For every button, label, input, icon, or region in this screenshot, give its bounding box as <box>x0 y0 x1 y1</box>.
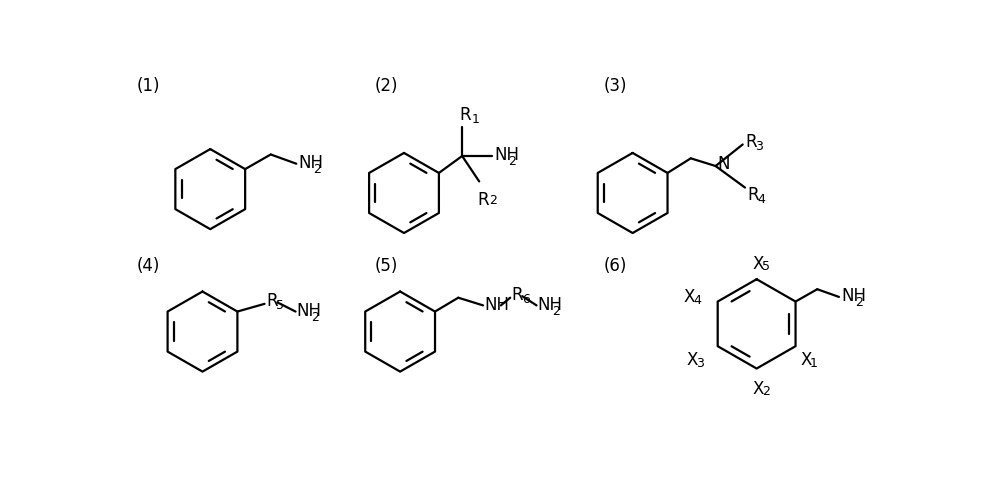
Text: 4: 4 <box>757 193 765 206</box>
Text: R: R <box>266 292 278 310</box>
Text: 5: 5 <box>276 299 284 312</box>
Text: X: X <box>687 351 698 369</box>
Text: 1: 1 <box>810 357 818 370</box>
Text: 2: 2 <box>311 311 319 324</box>
Text: R: R <box>747 186 759 204</box>
Text: R: R <box>477 191 489 210</box>
Text: (1): (1) <box>137 78 160 96</box>
Text: X: X <box>800 351 812 369</box>
Text: NH: NH <box>537 296 562 314</box>
Text: NH: NH <box>485 296 510 314</box>
Text: 2: 2 <box>313 163 321 176</box>
Text: R: R <box>745 133 757 151</box>
Text: 1: 1 <box>472 113 480 126</box>
Text: R: R <box>512 286 523 304</box>
Text: X: X <box>753 379 764 397</box>
Text: 4: 4 <box>693 293 701 306</box>
Text: 5: 5 <box>762 260 770 273</box>
Text: 3: 3 <box>755 139 763 152</box>
Text: 2: 2 <box>856 296 863 309</box>
Text: (4): (4) <box>137 257 160 275</box>
Text: 2: 2 <box>489 194 497 207</box>
Text: (6): (6) <box>604 257 627 275</box>
Text: 3: 3 <box>696 357 704 370</box>
Text: (2): (2) <box>375 78 398 96</box>
Text: X: X <box>684 288 695 306</box>
Text: 2: 2 <box>762 385 770 398</box>
Text: (3): (3) <box>604 78 627 96</box>
Text: NH: NH <box>494 146 519 164</box>
Text: N: N <box>717 155 730 173</box>
Text: X: X <box>753 255 764 273</box>
Text: 2: 2 <box>552 305 560 318</box>
Text: 6: 6 <box>522 293 530 306</box>
Text: NH: NH <box>296 302 321 320</box>
Text: R: R <box>459 106 471 124</box>
Text: NH: NH <box>841 287 866 305</box>
Text: (5): (5) <box>375 257 398 275</box>
Text: NH: NH <box>299 154 324 172</box>
Text: 2: 2 <box>508 155 516 168</box>
